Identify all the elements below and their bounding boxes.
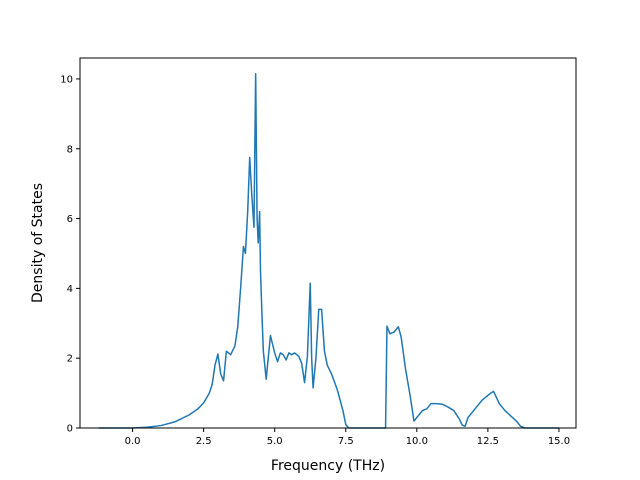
y-axis-ticks: 0 2 4 6 8 10 — [60, 74, 80, 435]
y-tick-label: 2 — [67, 354, 73, 365]
axes-frame — [79, 57, 577, 429]
y-tick-label: 0 — [67, 424, 73, 435]
y-tick-label: 10 — [60, 74, 73, 85]
x-axis-label: Frequency (THz) — [271, 458, 385, 474]
x-tick-label: 0.0 — [125, 436, 141, 447]
x-tick-label: 12.5 — [477, 436, 499, 447]
x-tick-label: 5.0 — [267, 436, 283, 447]
x-tick-label: 15.0 — [548, 436, 570, 447]
y-tick-label: 8 — [67, 144, 73, 155]
y-tick-label: 4 — [67, 284, 73, 295]
x-tick-label: 7.5 — [338, 436, 354, 447]
x-tick-label: 10.0 — [406, 436, 428, 447]
y-tick-label: 6 — [67, 214, 73, 225]
dos-line — [98, 72, 559, 429]
y-axis-label: Density of States — [30, 183, 46, 303]
x-axis-ticks: 0.0 2.5 5.0 7.5 10.0 12.5 15.0 — [125, 428, 570, 447]
x-tick-label: 2.5 — [196, 436, 212, 447]
plot-area — [98, 72, 559, 429]
